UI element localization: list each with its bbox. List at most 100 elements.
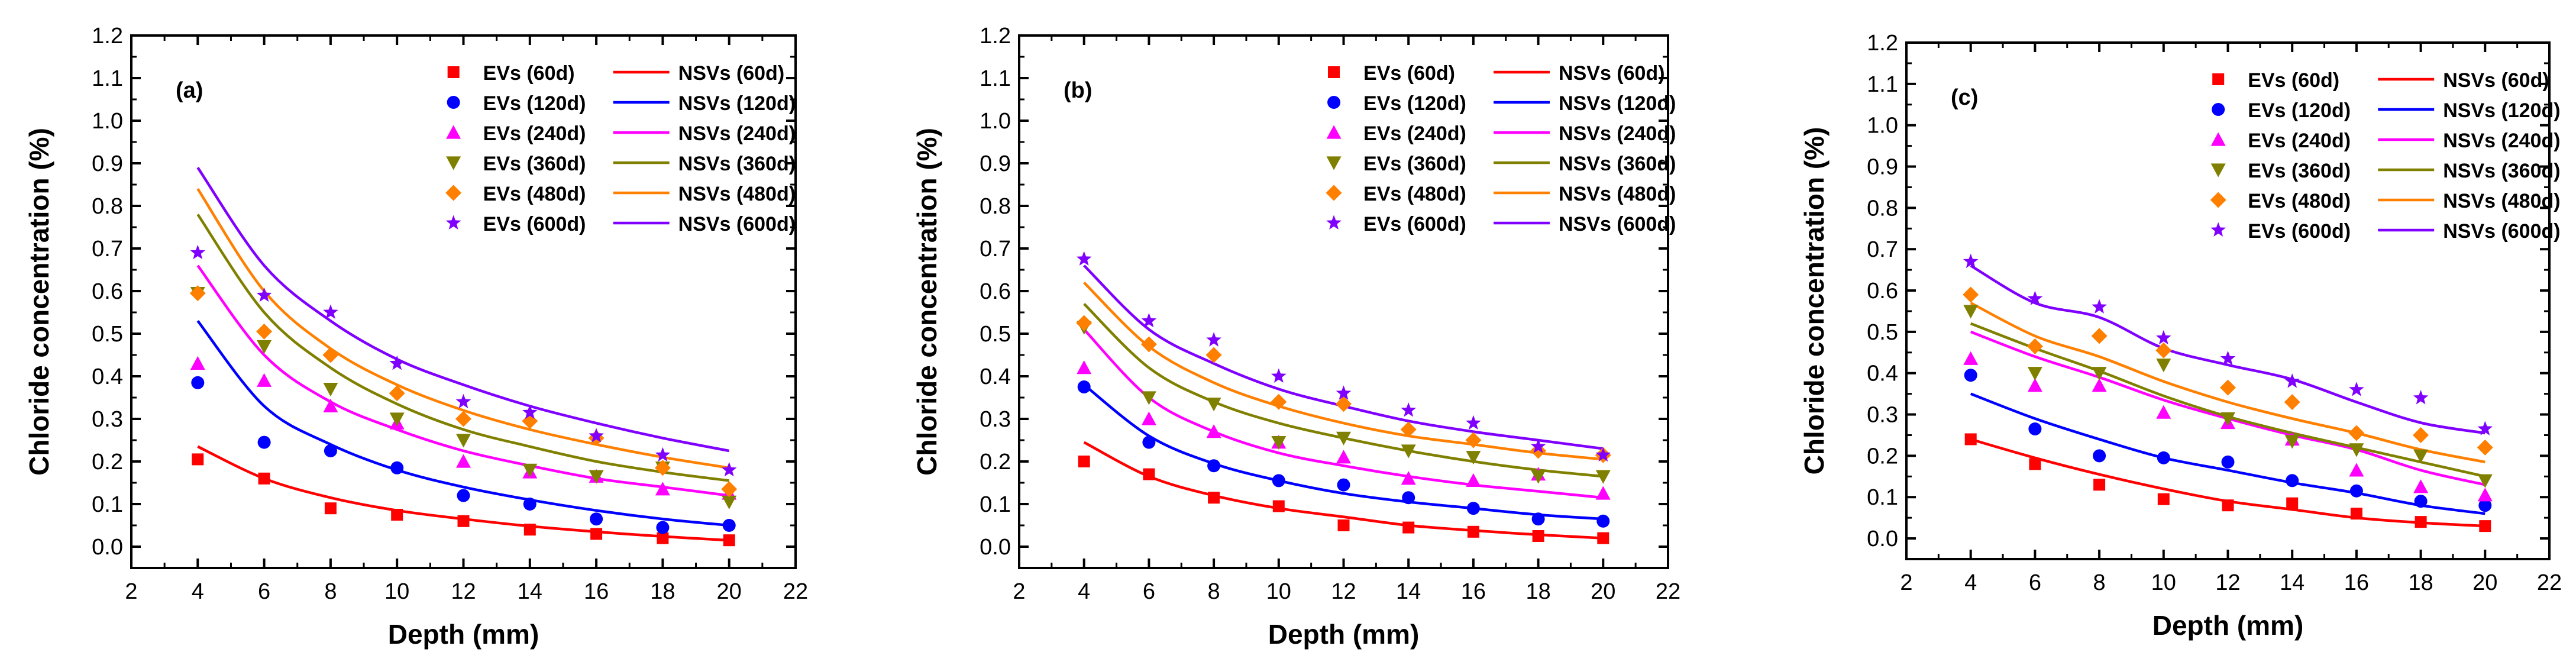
x-tick-label: 16 xyxy=(1461,579,1486,604)
fit-line-series-0 xyxy=(1970,438,2485,528)
data-point-series-4 xyxy=(2155,342,2172,359)
legend-label: NSVs (360d) xyxy=(1559,153,1676,175)
y-tick-label: 0.3 xyxy=(1867,403,1898,428)
data-point-series-1 xyxy=(2414,495,2428,508)
x-tick-label: 4 xyxy=(1078,579,1090,604)
fit-line-series-1 xyxy=(1083,383,1604,521)
x-tick-label: 6 xyxy=(1143,579,1155,604)
legend-marker xyxy=(445,215,461,230)
data-point-series-0 xyxy=(2093,479,2106,491)
legend-label: NSVs (60d) xyxy=(1559,62,1665,85)
y-tick-label: 0.1 xyxy=(980,492,1011,517)
y-tick-label: 0.5 xyxy=(1867,320,1898,345)
y-tick-label: 0.5 xyxy=(92,322,123,347)
legend-label: NSVs (480d) xyxy=(2443,190,2560,212)
data-point-series-3 xyxy=(2092,367,2107,381)
data-point-series-4 xyxy=(1465,432,1482,448)
data-point-series-5 xyxy=(256,287,272,302)
panel-label: (c) xyxy=(1951,85,1978,110)
data-point-series-3 xyxy=(2349,443,2364,457)
data-point-series-0 xyxy=(657,532,669,544)
legend-label: EVs (120d) xyxy=(483,92,586,115)
data-point-series-1 xyxy=(324,444,337,457)
data-point-series-5 xyxy=(389,355,405,370)
y-tick-label: 0.1 xyxy=(1867,485,1898,510)
data-point-series-5 xyxy=(1271,368,1287,383)
legend-label: NSVs (120d) xyxy=(2443,99,2560,122)
panel-label: (b) xyxy=(1064,78,1093,103)
y-axis-title: Chloride concentration (%) xyxy=(1799,127,1830,475)
data-point-series-3 xyxy=(589,470,604,484)
legend-label: EVs (600d) xyxy=(483,213,586,235)
fit-line-series-3 xyxy=(196,214,729,482)
x-tick-label: 6 xyxy=(258,579,270,604)
legend-label: EVs (240d) xyxy=(1363,122,1466,145)
data-point-series-3 xyxy=(2027,367,2042,381)
x-axis-title: Depth (mm) xyxy=(2152,610,2304,641)
data-point-series-5 xyxy=(455,393,471,409)
data-point-series-1 xyxy=(590,512,603,526)
x-tick-label: 16 xyxy=(584,579,609,604)
legend-label: EVs (600d) xyxy=(1363,213,1466,235)
y-tick-label: 0.4 xyxy=(980,364,1011,389)
y-tick-label: 0.0 xyxy=(1867,527,1898,551)
data-point-series-2 xyxy=(2092,378,2107,392)
legend-marker xyxy=(1326,125,1342,139)
fit-line-series-4 xyxy=(1083,281,1604,461)
data-point-series-0 xyxy=(2157,493,2170,505)
x-tick-label: 20 xyxy=(717,579,742,604)
y-tick-label: 0.7 xyxy=(1867,237,1898,262)
data-point-series-0 xyxy=(1467,525,1479,538)
y-tick-label: 0.6 xyxy=(92,279,123,304)
chart-panel-b: 2 4 6 8 10 12 14 16 18 20 22 0.0 0.1 0.2 0.3 0.4 0.5 0.6 0… xyxy=(912,24,1680,650)
x-tick-label: 8 xyxy=(1208,579,1220,604)
data-point-series-1 xyxy=(2157,451,2170,464)
y-tick-label: 1.0 xyxy=(1867,114,1898,138)
legend-label: EVs (360d) xyxy=(2248,160,2351,182)
data-point-series-4 xyxy=(654,460,671,476)
data-point-series-0 xyxy=(1337,519,1350,531)
data-point-series-5 xyxy=(2220,350,2236,366)
x-tick-label: 4 xyxy=(1964,570,1977,595)
data-point-series-4 xyxy=(256,323,273,340)
legend-label: NSVs (60d) xyxy=(2443,69,2549,92)
y-tick-label: 0.7 xyxy=(980,237,1011,262)
data-point-series-3 xyxy=(2156,359,2171,373)
data-point-series-0 xyxy=(2415,516,2427,528)
data-point-series-5 xyxy=(1336,385,1352,400)
data-point-series-3 xyxy=(522,463,538,477)
data-point-series-5 xyxy=(1963,253,1979,269)
data-point-series-0 xyxy=(590,528,603,540)
data-point-series-0 xyxy=(1964,433,1977,446)
x-tick-label: 18 xyxy=(650,579,675,604)
legend-label: NSVs (600d) xyxy=(2443,220,2560,243)
legend-label: NSVs (240d) xyxy=(678,122,796,145)
legend-marker xyxy=(1327,96,1341,109)
legend-marker xyxy=(2212,73,2225,85)
data-point-series-1 xyxy=(2478,499,2492,512)
y-axis-title: Chloride concentration (%) xyxy=(24,128,54,476)
legend-marker xyxy=(2210,132,2226,146)
y-tick-label: 0.3 xyxy=(980,407,1011,432)
panel-label: (a) xyxy=(176,78,203,103)
data-point-series-3 xyxy=(1963,305,1979,319)
data-point-series-0 xyxy=(2479,520,2491,532)
data-point-series-3 xyxy=(1401,444,1416,459)
data-point-series-1 xyxy=(1207,459,1221,473)
legend-marker xyxy=(447,66,460,78)
data-point-series-0 xyxy=(1143,468,1155,480)
data-point-series-2 xyxy=(655,482,670,496)
x-tick-label: 8 xyxy=(324,579,337,604)
data-point-series-0 xyxy=(192,453,204,466)
data-point-series-1 xyxy=(656,521,670,534)
data-point-series-1 xyxy=(1964,369,1977,382)
legend-marker xyxy=(445,185,462,201)
y-tick-label: 0.6 xyxy=(980,279,1011,304)
legend-label: EVs (60d) xyxy=(483,62,575,85)
y-tick-label: 1.1 xyxy=(980,66,1011,91)
data-point-series-3 xyxy=(456,434,471,448)
data-point-series-2 xyxy=(1336,450,1351,464)
data-point-series-5 xyxy=(190,244,206,260)
data-point-series-5 xyxy=(323,304,338,319)
